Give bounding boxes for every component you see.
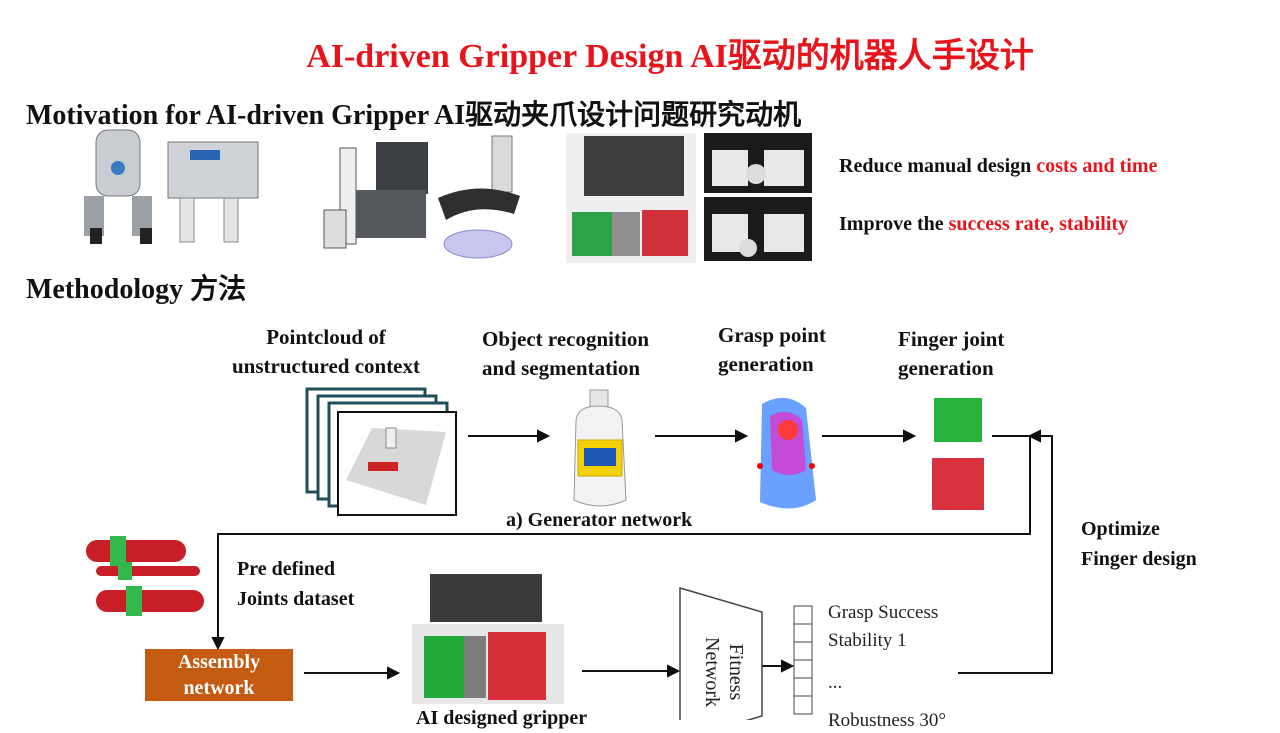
methodology-heading: Methodology 方法 [26, 274, 247, 305]
fitness-line-1: Fitness [725, 643, 747, 701]
finger-joint-model [932, 398, 984, 510]
joints-line-2: Joints dataset [237, 588, 355, 610]
motivation-bullet-1: Reduce manual design costs and time [839, 155, 1157, 178]
step-finger-label: Finger joint generation [898, 325, 1004, 383]
optimize-line-1: Optimize [1081, 518, 1160, 540]
gripper-image-2 [167, 141, 259, 243]
grasp-heatmap [757, 397, 816, 509]
finger-line-1: Finger joint [898, 327, 1005, 351]
grasp-line-1: Grasp point [718, 323, 826, 347]
ai-gripper-render [412, 574, 564, 704]
joints-dataset-image [86, 536, 204, 616]
assembly-network-box: Assembly network [145, 649, 293, 701]
gripper-render-image [566, 133, 696, 263]
ai-designed-gripper-label: AI designed gripper [416, 707, 588, 729]
step-pointcloud-label: Pointcloud of unstructured context [218, 323, 434, 381]
grasp-photo-1 [704, 133, 812, 193]
grasp-photo-2 [704, 197, 812, 261]
gripper-image-3 [323, 142, 428, 249]
bullet-1-text: Reduce manual design [839, 155, 1037, 177]
step-grasp-label: Grasp point generation [718, 321, 826, 379]
output-stability: Stability 1 [828, 630, 907, 651]
joints-line-1: Pre defined [237, 558, 335, 580]
optimize-label: Optimize Finger design [1081, 514, 1197, 574]
fitness-network-label: Fitness Network [700, 612, 748, 732]
generator-network-label: a) Generator network [506, 509, 693, 531]
output-robustness: Robustness 30° [828, 710, 946, 731]
joints-dataset-label: Pre defined Joints dataset [237, 554, 354, 614]
pointcloud-stack [305, 387, 457, 516]
fitness-line-2: Network [701, 637, 723, 707]
output-ellipsis: ... [828, 672, 843, 693]
finger-line-2: generation [898, 356, 994, 380]
bottle-image [573, 389, 627, 507]
motivation-bullet-2: Improve the success rate, stability [839, 213, 1128, 236]
assembly-line-2: network [183, 677, 255, 699]
page-title: AI-driven Gripper Design AI驱动的机器人手设计 [306, 38, 1034, 75]
grasp-line-2: generation [718, 352, 814, 376]
recognition-line-1: Object recognition [482, 327, 649, 351]
motivation-heading: Motivation for AI-driven Gripper AI驱动夹爪设… [26, 100, 802, 131]
pointcloud-line-1: Pointcloud of [266, 325, 386, 349]
output-grasp-success: Grasp Success [828, 602, 939, 623]
bullet-1-highlight: costs and time [1036, 155, 1158, 177]
pipeline-arrows [211, 429, 1053, 680]
recognition-line-2: and segmentation [482, 356, 641, 380]
assembly-line-1: Assembly [177, 651, 261, 673]
bullet-2-text: Improve the [839, 213, 949, 235]
fitness-network-shape [679, 586, 763, 720]
optimize-line-2: Finger design [1081, 548, 1197, 570]
bullet-2-highlight: success rate, stability [948, 213, 1129, 235]
step-recognition-label: Object recognition and segmentation [482, 325, 649, 383]
gripper-image-4 [438, 135, 520, 259]
pointcloud-line-2: unstructured context [231, 354, 420, 378]
gripper-image-1 [84, 129, 152, 244]
output-vector [793, 605, 813, 715]
